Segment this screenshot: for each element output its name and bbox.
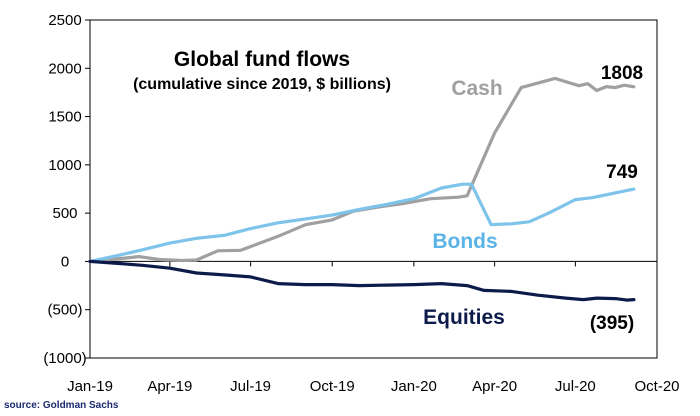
chart-title: Global fund flows: [174, 48, 350, 71]
source-note: source: Goldman Sachs: [4, 400, 119, 411]
x-tick-label: Jan-19: [67, 378, 113, 395]
x-tick-label: Apr-20: [472, 378, 517, 395]
series-label-cash: Cash: [451, 77, 502, 100]
y-tick-label: 2500: [48, 12, 81, 29]
y-tick-label: 1000: [48, 157, 81, 174]
series-label-bonds: Bonds: [432, 230, 497, 253]
y-axis: 2500 2000 1500 1000 500 0 (500) (1000): [43, 12, 90, 367]
series-line-equities: [88, 259, 636, 302]
end-label-bonds: 749: [606, 162, 638, 183]
x-tick-label: Jul-20: [555, 378, 596, 395]
chart-subtitle: (cumulative since 2019, $ billions): [133, 76, 391, 93]
x-tick-label: Jan-20: [391, 378, 437, 395]
x-tick-label: Oct-20: [634, 378, 679, 395]
y-tick-label: 500: [52, 205, 77, 222]
end-label-cash: 1808: [601, 63, 643, 84]
y-tick-label: (500): [47, 302, 82, 319]
series-lines: [88, 76, 636, 302]
plot-border: [89, 19, 658, 359]
series-line-cash: [88, 76, 636, 263]
y-tick-label: 2000: [48, 60, 81, 77]
y-tick-label: 0: [61, 253, 69, 270]
y-tick-label: 1500: [48, 109, 81, 126]
x-tick-label: Oct-19: [310, 378, 355, 395]
series-line-bonds: [88, 182, 636, 263]
x-axis: Jan-19 Apr-19 Jul-19 Oct-19 Jan-20 Apr-20 Jul-…: [67, 261, 680, 395]
x-tick-label: Jul-19: [230, 378, 271, 395]
series-label-equities: Equities: [423, 306, 505, 329]
y-tick-label: (1000): [43, 350, 86, 367]
end-label-equities: (395): [590, 313, 634, 334]
x-tick-label: Apr-19: [147, 378, 192, 395]
